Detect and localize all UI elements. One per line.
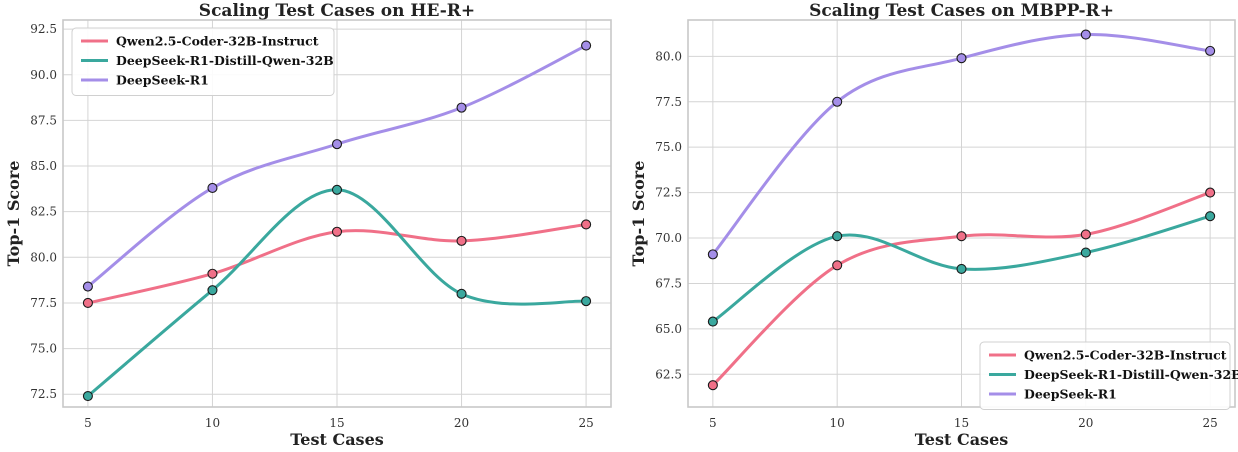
y-tick-label: 92.5: [30, 22, 57, 36]
y-tick-label: 82.5: [30, 205, 57, 219]
y-tick-label: 62.5: [655, 367, 682, 381]
data-point: [1080, 229, 1091, 240]
y-tick-label: 80.0: [655, 49, 682, 63]
y-tick-label: 77.5: [30, 296, 57, 310]
data-point: [331, 139, 343, 150]
legend-box: [71, 27, 335, 96]
x-tick-label: 15: [329, 416, 344, 430]
legend-label: Qwen2.5-Coder-32B-Instruct: [116, 34, 319, 49]
plot-frame: [62, 19, 612, 408]
y-tick-label: 80.0: [30, 250, 57, 264]
y-tick-label: 87.5: [30, 113, 57, 127]
x-tick-label: 25: [1202, 416, 1217, 430]
data-point: [207, 268, 218, 279]
legend-label: Qwen2.5-Coder-32B-Instruct: [1024, 348, 1227, 363]
data-point: [82, 281, 93, 292]
data-point: [956, 263, 967, 274]
data-point: [956, 53, 967, 64]
y-tick-label: 90.0: [30, 68, 57, 82]
series-line: [711, 33, 1212, 256]
data-point: [1080, 247, 1091, 258]
data-point: [581, 296, 592, 307]
x-tick-label: 15: [954, 416, 969, 430]
data-point: [331, 184, 343, 195]
legend: Qwen2.5-Coder-32B-Instruct DeepSeek-R1-Di…: [71, 27, 335, 96]
data-point: [82, 297, 93, 308]
legend-label: DeepSeek-R1: [116, 73, 209, 88]
x-tick-label: 10: [830, 416, 845, 430]
data-point: [1205, 187, 1216, 198]
x-tick-label: 25: [578, 416, 593, 430]
y-tick-label: 75.0: [655, 140, 682, 154]
y-tick-label: 77.5: [655, 95, 682, 109]
x-tick-label: 20: [1078, 416, 1093, 430]
plot-frame: [687, 19, 1236, 408]
x-axis-label: Test Cases: [915, 430, 1009, 449]
x-axis-label: Test Cases: [290, 430, 384, 449]
chart-panel-2: 62.5 65.0 67.5 70.0 72.5 75.0 77.5 80.0 5 10 15 20 2…: [629, 1, 1238, 449]
data-point: [331, 226, 343, 237]
data-point: [707, 316, 718, 327]
data-point: [581, 219, 592, 230]
y-tick-label: 72.5: [30, 387, 57, 401]
chart-title: Scaling Test Cases on HE-R+: [199, 1, 475, 21]
chart-title: Scaling Test Cases on MBPP-R+: [809, 1, 1114, 21]
y-tick-label: 85.0: [30, 159, 57, 173]
data-point: [707, 380, 718, 391]
data-point: [832, 231, 843, 242]
legend-label: DeepSeek-R1: [1024, 387, 1117, 402]
x-tick-label: 20: [454, 416, 469, 430]
data-point: [581, 40, 592, 51]
data-point: [1080, 29, 1091, 40]
y-tick-label: 65.0: [655, 322, 682, 336]
data-point: [707, 249, 718, 260]
legend-label: DeepSeek-R1-Distill-Qwen-32B: [116, 53, 334, 68]
x-tick-label: 10: [205, 416, 220, 430]
y-tick-label: 75.0: [30, 342, 57, 356]
chart-panel-1: 72.5 75.0 77.5 80.0 82.5 85.0 87.5 90.0 92.5 5 10 1…: [4, 1, 612, 449]
legend-box: [979, 341, 1231, 410]
y-tick-label: 72.5: [655, 186, 682, 200]
y-tick-label: 70.0: [655, 231, 682, 245]
data-point: [1205, 211, 1216, 222]
y-axis-label: Top-1 Score: [629, 161, 648, 267]
data-point: [956, 231, 967, 242]
data-point: [207, 285, 218, 296]
y-tick-label: 67.5: [655, 276, 682, 290]
data-point: [1205, 45, 1216, 56]
data-point: [832, 260, 843, 271]
data-point: [456, 102, 467, 113]
data-point: [456, 235, 467, 246]
legend: Qwen2.5-Coder-32B-Instruct DeepSeek-R1-Di…: [979, 341, 1238, 410]
data-point: [82, 390, 93, 402]
data-point: [207, 182, 218, 193]
legend-label: DeepSeek-R1-Distill-Qwen-32B: [1024, 367, 1238, 382]
x-tick-label: 5: [84, 416, 92, 430]
x-tick-label: 5: [709, 416, 717, 430]
y-axis-label: Top-1 Score: [4, 161, 23, 267]
data-point: [832, 96, 843, 107]
data-point: [456, 288, 467, 299]
